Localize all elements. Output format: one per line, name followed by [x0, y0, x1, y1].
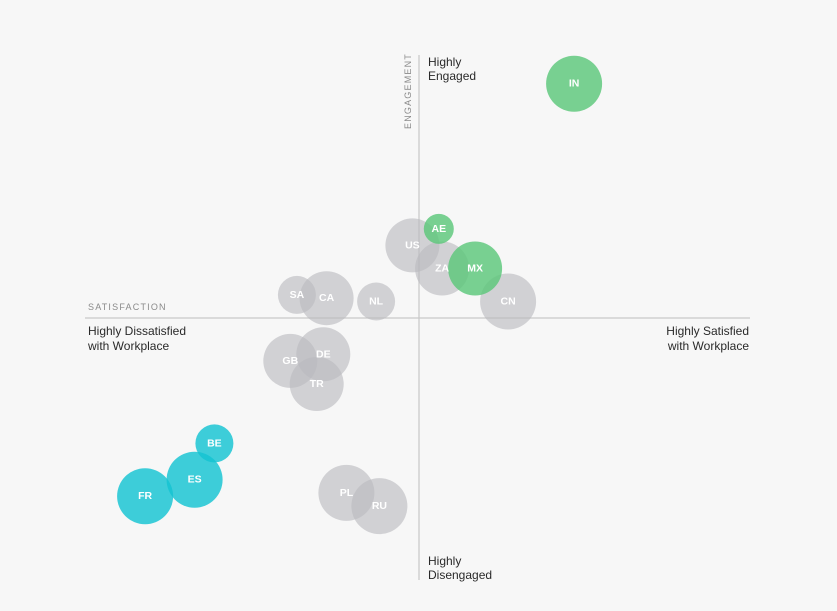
- x-pole-right-line2: with Workplace: [667, 339, 749, 353]
- bubble-label-pl: PL: [340, 487, 354, 499]
- bubble-label-mx: MX: [467, 263, 483, 275]
- x-pole-left-line2: with Workplace: [87, 339, 169, 353]
- bubble-label-ru: RU: [372, 500, 387, 512]
- bubble-label-us: US: [405, 239, 420, 251]
- bubble-ru: [351, 478, 408, 535]
- bubble-nl: [357, 282, 396, 321]
- bubble-label-fr: FR: [138, 490, 152, 502]
- bubble-ae: [423, 213, 454, 244]
- bubble-mx: [448, 241, 503, 296]
- bubbles-layer: IN US ZA CN AE MX SA CA NL GB DE TR BE ES FR PL RU: [117, 55, 603, 535]
- y-pole-top-line1: Highly: [428, 55, 461, 69]
- bubble-ca: [299, 271, 354, 326]
- bubble-label-sa: SA: [290, 289, 305, 301]
- bubble-label-ae: AE: [432, 223, 447, 235]
- bubble-label-tr: TR: [310, 378, 324, 390]
- y-pole-top-line2: Engaged: [428, 69, 476, 83]
- bubble-label-in: IN: [569, 78, 580, 90]
- bubble-es: [166, 451, 223, 508]
- bubble-label-es: ES: [188, 474, 202, 486]
- bubble-be: [195, 424, 234, 463]
- y-pole-bottom-line1: Highly: [428, 554, 461, 568]
- y-axis-title: ENGAGEMENT: [403, 53, 413, 129]
- bubble-in: [546, 55, 603, 112]
- bubble-label-nl: NL: [369, 296, 384, 308]
- bubble-label-za: ZA: [435, 263, 449, 275]
- bubble-fr: [117, 468, 174, 525]
- bubble-label-cn: CN: [501, 296, 516, 308]
- bubble-label-de: DE: [316, 348, 331, 360]
- bubble-label-ca: CA: [319, 292, 335, 304]
- x-axis-title: SATISFACTION: [88, 302, 167, 312]
- bubble-label-gb: GB: [282, 355, 298, 367]
- x-pole-right-line1: Highly Satisfied: [666, 324, 749, 338]
- bubble-tr: [289, 357, 344, 411]
- bubble-label-be: BE: [207, 437, 222, 449]
- x-pole-left-line1: Highly Dissatisfied: [88, 324, 186, 338]
- y-pole-bottom-line2: Disengaged: [428, 568, 492, 582]
